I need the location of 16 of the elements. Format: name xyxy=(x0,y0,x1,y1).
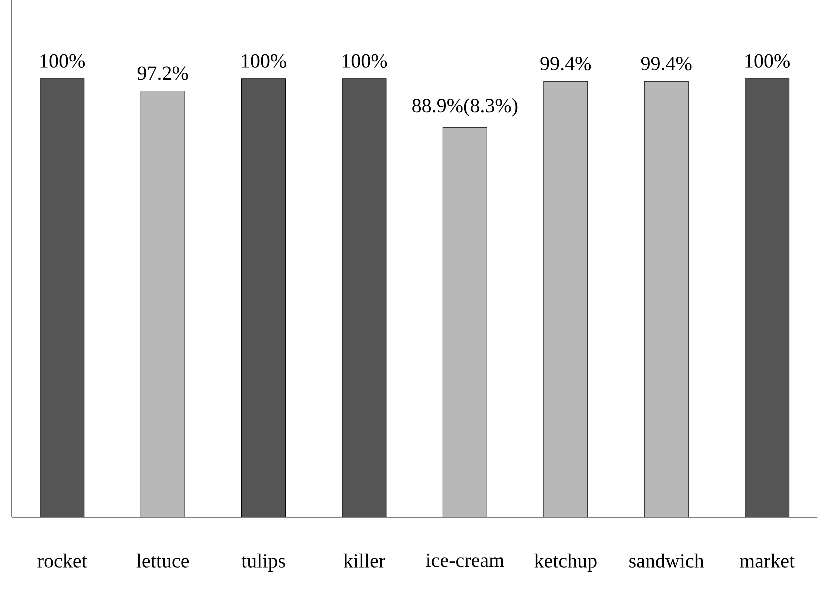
x-tick-label: lettuce xyxy=(136,554,190,568)
data-label: 99.4% xyxy=(641,57,692,71)
data-label: 100% xyxy=(746,54,790,68)
x-tick-label: tulips xyxy=(242,554,286,572)
data-label: 99.4% xyxy=(540,57,592,71)
x-tick-label: rocket xyxy=(38,554,88,568)
x-tick-label: killer xyxy=(344,554,386,568)
data-label: 100% xyxy=(40,54,86,68)
x-tick-label: ice-cream xyxy=(426,554,504,568)
x-tick-label: market xyxy=(740,554,795,568)
data-label: 100% xyxy=(342,54,388,68)
data-label: 97.2% xyxy=(138,66,188,80)
x-tick-label: sandwich xyxy=(630,554,704,568)
data-label: 88.9%(8.3%) xyxy=(412,98,518,117)
data-label: 100% xyxy=(242,54,286,68)
x-tick-label: ketchup xyxy=(534,554,597,572)
